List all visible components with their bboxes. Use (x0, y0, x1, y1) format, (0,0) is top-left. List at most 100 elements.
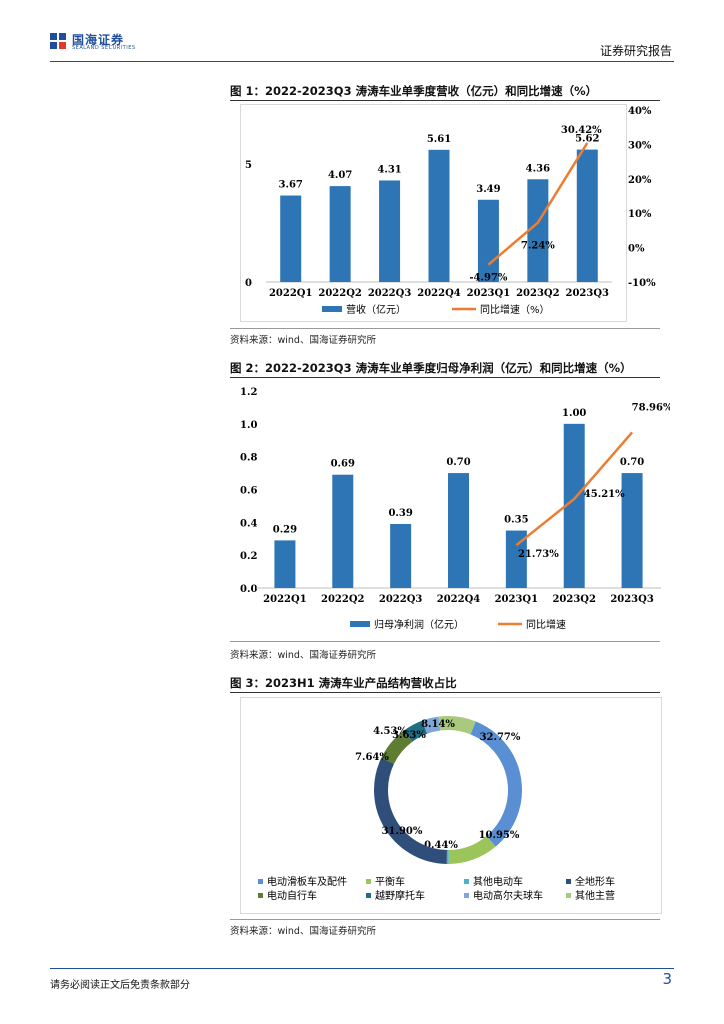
slice-data-label: 32.77% (480, 732, 521, 743)
legend-swatch (366, 893, 371, 898)
legend-label: 营收（亿元） (346, 303, 406, 316)
bar-data-label: 5.62 (575, 134, 599, 145)
x-axis-tick-label: 2023Q2 (552, 594, 596, 605)
figure2-top-rule (230, 377, 660, 378)
x-axis-tick-label: 2023Q1 (495, 594, 539, 605)
bar (576, 149, 598, 282)
y-axis-tick-label: 1.0 (240, 420, 257, 431)
figure3-title: 图 3：2023H1 涛涛车业产品结构营收占比 (230, 676, 457, 690)
bar (477, 199, 499, 282)
x-axis-tick-label: 2022Q3 (379, 594, 423, 605)
report-type: 证券研究报告 (599, 44, 672, 58)
slice-data-label: 7.64% (355, 752, 389, 763)
slice-data-label: 8.14% (421, 719, 455, 730)
growth-line (515, 431, 634, 547)
growth-line (487, 142, 589, 266)
bar-data-label: 0.70 (620, 457, 644, 468)
y2-axis-tick-label: 20% (628, 175, 652, 186)
y-axis-tick-label: 0.6 (240, 486, 257, 497)
donut-slice (381, 730, 413, 765)
x-axis-tick-label: 2022Q2 (318, 288, 362, 299)
y-axis-tick-label: 1.2 (240, 387, 257, 398)
legend-label: 全地形车 (575, 875, 615, 888)
bar-data-label: 4.36 (526, 163, 550, 174)
figure1-source: 资料来源：wind、国海证券研究所 (230, 335, 376, 346)
slice-data-label: 4.53% (373, 726, 407, 737)
x-axis-tick-label: 2023Q1 (467, 288, 511, 299)
brand-logo-text: 国海证券 (72, 33, 125, 47)
bar (527, 179, 549, 282)
slice-data-label: 10.95% (479, 830, 520, 841)
x-axis-tick-label: 2022Q1 (269, 288, 313, 299)
legend-swatch (464, 879, 469, 884)
figure1-top-rule (230, 100, 660, 101)
donut-slice (448, 835, 496, 864)
figure1-title: 图 1：2022-2023Q3 涛涛车业单季度营收（亿元）和同比增速（%） (230, 84, 598, 98)
brand-logo-subtext: SEALAND SECURITIES (72, 45, 136, 51)
donut-slice (374, 757, 448, 864)
legend-label: 电动高尔夫球车 (473, 889, 543, 902)
line-data-label: 7.24% (521, 241, 555, 252)
legend-label: 其他主营 (575, 889, 615, 902)
legend-swatch-bar (350, 621, 370, 627)
x-axis-tick-label: 2022Q1 (263, 594, 307, 605)
donut-slice (470, 721, 522, 847)
bar-data-label: 0.39 (388, 508, 412, 519)
figure1-chart: 0 5 -10% 0% 10% 20% 30% 40% 3.67 2022Q1 4.07 2022Q2… (245, 106, 656, 316)
bar-data-label: 4.31 (377, 164, 401, 175)
footer-rule (50, 968, 674, 969)
line-data-label: 21.73% (518, 549, 559, 560)
figure3-chart: 32.77% 10.95% 0.44%31.90% 7.64% 4.53%3.63%8.… (258, 716, 615, 902)
legend-swatch (566, 893, 571, 898)
bar-data-label: 0.29 (273, 524, 297, 535)
logo-icon (50, 33, 66, 49)
bar (621, 473, 643, 588)
figure3-frame (240, 697, 662, 914)
y2-axis-tick-label: 30% (628, 140, 652, 151)
legend-swatch-bar (322, 306, 342, 312)
legend-swatch (258, 879, 263, 884)
bar-data-label: 1.00 (562, 408, 586, 419)
figure1-bottom-rule (230, 328, 660, 329)
bar (274, 540, 296, 588)
legend-label: 越野摩托车 (375, 889, 425, 902)
bar (280, 195, 302, 282)
bar-data-label: 0.70 (446, 457, 470, 468)
bar-data-label: 5.61 (427, 134, 451, 145)
bar-data-label: 0.35 (504, 515, 528, 526)
y-axis-tick-label: 0.8 (240, 453, 257, 464)
bar (505, 530, 527, 588)
legend-label: 电动自行车 (267, 889, 317, 902)
figure2-bottom-rule (230, 641, 660, 642)
donut-slice (438, 716, 476, 735)
bar (448, 473, 469, 588)
bar-data-label: 0.69 (331, 459, 355, 470)
bar-data-label: 4.07 (328, 170, 352, 181)
x-axis-tick-label: 2023Q3 (566, 288, 610, 299)
x-axis-tick-label: 2022Q3 (368, 288, 412, 299)
line-data-label: 30.42% (561, 125, 602, 136)
y-axis-tick-label: 0.0 (240, 584, 257, 595)
x-axis-tick-label: 2022Q4 (417, 288, 461, 299)
figure3-bottom-rule (230, 919, 660, 920)
legend-label: 平衡车 (375, 875, 405, 888)
y2-axis-tick-label: 40% (628, 106, 652, 117)
line-data-label: -4.97% (469, 273, 508, 284)
legend-label: 其他电动车 (473, 875, 523, 888)
legend-label: 同比增速（%） (480, 303, 550, 316)
legend-label: 归母净利润（亿元） (374, 618, 464, 631)
header-rule (50, 61, 674, 62)
figure2-chart: 0.0 0.2 0.4 0.6 0.8 1.0 1.2 0.29 2022Q1 0.69 2022Q… (240, 387, 670, 631)
y-axis-tick-label: 5 (245, 160, 252, 171)
y2-axis-tick-label: 10% (628, 209, 652, 220)
slice-data-label: 31.90% (382, 826, 423, 837)
legend-swatch (464, 893, 469, 898)
bar (563, 423, 585, 588)
line-data-label: 78.96% (632, 402, 670, 413)
figure2-title: 图 2：2022-2023Q3 涛涛车业单季度归母净利润（亿元）和同比增速（%） (230, 361, 632, 375)
legend-label: 电动滑板车及配件 (267, 875, 347, 888)
figure1-frame (240, 104, 627, 322)
figure3-top-rule (230, 692, 660, 693)
donut-slice (422, 716, 441, 734)
x-axis-tick-label: 2022Q4 (437, 594, 481, 605)
